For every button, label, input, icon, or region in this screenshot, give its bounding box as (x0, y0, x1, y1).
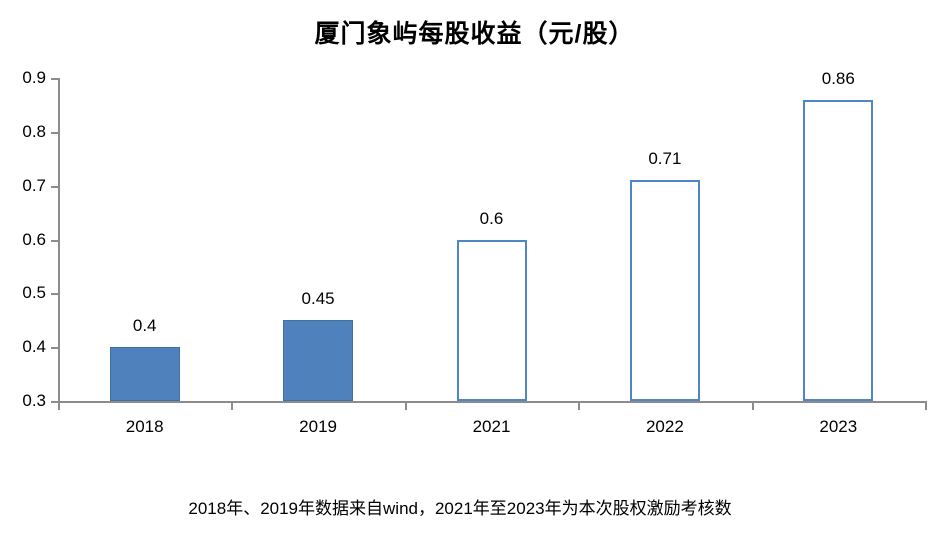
data-label-2019: 0.45 (301, 289, 335, 309)
data-label-2023: 0.86 (821, 68, 855, 88)
bar-2021 (456, 239, 527, 401)
y-tick-label: 0.8 (22, 121, 46, 141)
y-axis-line (58, 78, 60, 403)
chart-title: 厦门象屿每股收益（元/股） (314, 20, 635, 48)
x-tick-label-2023: 2023 (819, 417, 858, 436)
bar-2023 (803, 99, 874, 401)
bar-2018 (109, 347, 180, 401)
x-axis-tick (231, 401, 234, 410)
x-axis-tick (751, 401, 754, 410)
y-tick-label: 0.7 (22, 175, 46, 195)
y-axis-tick (51, 239, 58, 242)
y-tick-label: 0.6 (22, 229, 46, 249)
data-label-2018: 0.4 (132, 316, 157, 336)
y-axis-tick (51, 131, 58, 134)
y-tick-label: 0.5 (22, 283, 46, 303)
data-label-2022: 0.71 (648, 149, 682, 169)
bar-2019 (283, 320, 354, 401)
y-axis-tick (51, 401, 58, 403)
y-tick-label: 0.3 (22, 391, 46, 410)
x-axis-line (58, 401, 927, 403)
y-tick-label: 0.4 (22, 337, 46, 357)
y-axis-tick (51, 185, 58, 188)
y-axis-tick (51, 347, 58, 350)
y-axis-tick (51, 293, 58, 296)
data-label-2021: 0.6 (479, 208, 504, 228)
x-axis-tick (58, 401, 60, 410)
x-tick-label-2022: 2022 (645, 417, 684, 436)
x-tick-label-2021: 2021 (472, 417, 511, 436)
x-axis-tick (404, 401, 407, 410)
x-tick-label-2018: 2018 (125, 417, 164, 436)
y-tick-label: 0.9 (22, 68, 46, 87)
y-axis-tick (51, 78, 58, 80)
bar-2022 (629, 180, 700, 401)
x-axis-tick (925, 401, 927, 410)
x-axis-tick (578, 401, 581, 410)
source-footnote: 2018年、2019年数据来自wind，2021年至2023年为本次股权激励考核… (188, 499, 732, 518)
x-tick-label-2019: 2019 (299, 417, 337, 436)
